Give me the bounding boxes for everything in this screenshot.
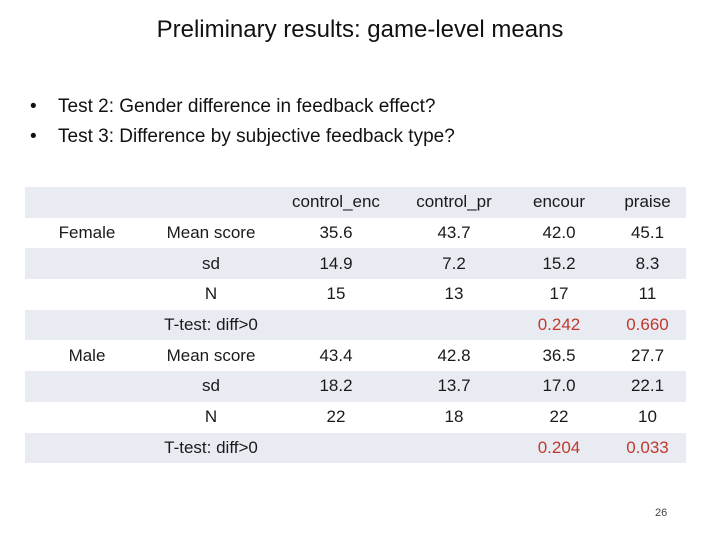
table-cell [399,309,509,341]
table-row: N 15 13 17 11 [25,279,686,310]
row-label: sd [149,248,273,280]
p-value-cell: 0.242 [509,309,609,341]
table-cell: 42.0 [542,223,576,243]
table-row: sd 18.2 13.7 17.0 22.1 [25,371,686,402]
table-cell: 22 [326,407,346,427]
p-value-cell: 0.204 [509,432,609,464]
table-cell: 17 [549,284,569,304]
column-header-control-pr: control_pr [399,187,509,218]
table-row: sd 14.9 7.2 15.2 8.3 [25,248,686,280]
table-cell: 27.7 [630,345,665,365]
bullet-item: • Test 3: Difference by subjective feedba… [30,122,455,152]
bullet-dot-icon: • [30,126,37,147]
column-header-encour: encour [509,187,609,218]
table-cell [399,432,509,464]
table-cell: 22 [549,407,569,427]
row-label: N [204,407,218,427]
page-number: 26 [655,507,668,519]
table-row: N 22 18 22 10 [25,402,686,433]
table-cell: 43.4 [319,345,353,365]
header-row: control_enc control_pr encour praise [25,187,686,218]
group-cell [25,248,149,280]
table-cell: 13.7 [399,371,509,402]
column-header-control-enc: control_enc [273,187,399,218]
table-cell: 10 [638,407,657,427]
group-label-male: Male [68,345,106,365]
table-cell: 11 [638,284,657,304]
table-cell: 43.7 [437,223,471,243]
group-label-female: Female [58,223,116,243]
bullet-item: • Test 2: Gender difference in feedback e… [30,92,455,122]
row-label: N [204,284,218,304]
row-label: sd [149,371,273,402]
row-label: T-test: diff>0 [149,432,273,464]
group-cell [25,371,149,402]
table-cell: 17.0 [509,371,609,402]
table-cell: 35.6 [319,223,353,243]
p-value-cell: 0.033 [609,432,686,464]
table-cell: 15 [326,284,346,304]
table-cell [273,309,399,341]
table-cell: 45.1 [630,223,665,243]
results-table: control_enc control_pr encour praise Fem… [25,187,686,464]
group-cell [25,309,149,341]
bullet-text: Test 3: Difference by subjective feedbac… [58,126,455,147]
table-cell: 18.2 [273,371,399,402]
p-value-cell: 0.660 [609,309,686,341]
table-cell: 7.2 [399,248,509,280]
table-cell: 14.9 [273,248,399,280]
row-label: Mean score [166,223,256,243]
slide-title: Preliminary results: game-level means [156,16,564,43]
group-cell [25,402,149,433]
table-row: T-test: diff>0 0.204 0.033 [25,432,686,464]
table-cell: 15.2 [509,248,609,280]
row-label: Mean score [166,345,256,365]
bullet-list: • Test 2: Gender difference in feedback e… [30,92,455,152]
table-row: Male Mean score 43.4 42.8 36.5 27.7 [25,340,686,371]
group-cell [25,187,149,218]
table-cell: 8.3 [609,248,686,280]
table-cell: 36.5 [542,345,576,365]
group-cell [25,432,149,464]
column-header-praise: praise [609,187,686,218]
group-cell [25,279,149,310]
table-cell [273,432,399,464]
bullet-text: Test 2: Gender difference in feedback ef… [58,96,436,117]
table-cell: 42.8 [437,345,471,365]
table-cell: 13 [444,284,464,304]
bullet-dot-icon: • [30,96,37,117]
table-cell: 18 [444,407,464,427]
table-row: Female Mean score 35.6 43.7 42.0 45.1 [25,218,686,249]
table-row: T-test: diff>0 0.242 0.660 [25,309,686,341]
table-cell: 22.1 [609,371,686,402]
row-label [149,187,273,218]
row-label: T-test: diff>0 [149,309,273,341]
